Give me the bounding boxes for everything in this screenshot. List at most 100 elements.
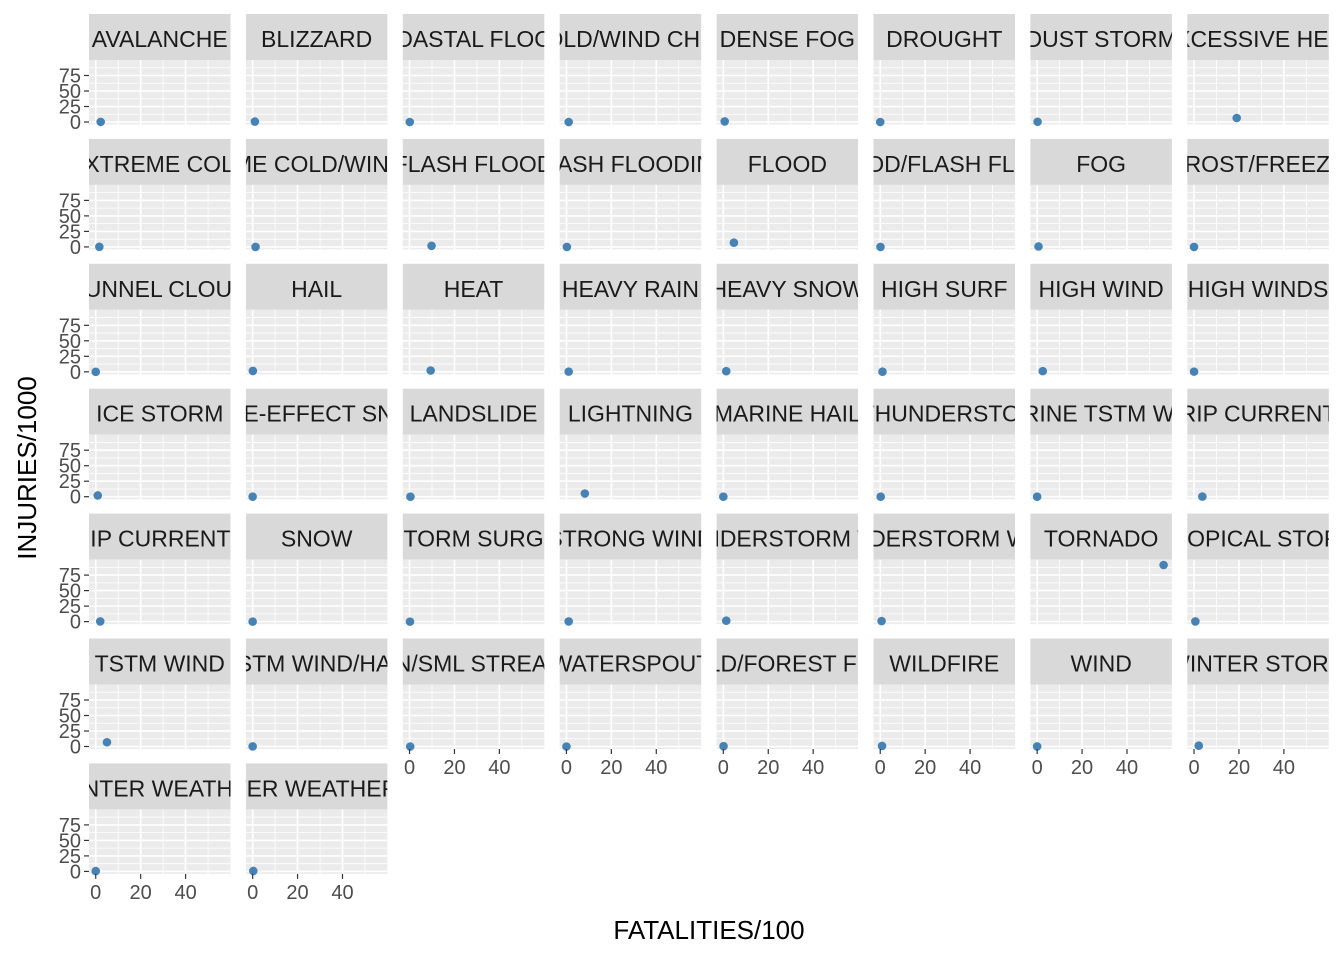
facet-strip (245, 513, 388, 560)
panel-background (873, 684, 1015, 749)
panel-background (245, 60, 388, 125)
facet-panel: SNOW (245, 513, 388, 626)
facet-strip (402, 138, 545, 185)
facet-panel: BLIZZARD (245, 14, 388, 126)
x-tick-label: 0 (718, 757, 729, 779)
facet-strip-label: WILD/FOREST FIRE (680, 651, 896, 677)
data-point (719, 492, 728, 502)
y-tick-label: 0 (70, 112, 81, 134)
facet-panel: DUST STORM (1026, 14, 1177, 127)
facet-strip (559, 263, 702, 310)
y-tick-label: 0 (70, 487, 81, 509)
y-tick-label: 25 (59, 846, 81, 868)
facet-strip (559, 14, 702, 60)
y-axis-title: INJURIES/1000 (12, 376, 42, 560)
facet-strip-label: TROPICAL STORM (1156, 526, 1344, 552)
y-tick-label: 0 (70, 237, 81, 259)
data-point (562, 742, 571, 751)
facet-strip-label: FROST/FREEZE (1171, 151, 1344, 177)
facet-strip-label: DUST STORM (1026, 26, 1177, 52)
facet-strip-label: FOG (1076, 151, 1126, 177)
data-point (720, 117, 729, 126)
panel-background (716, 184, 859, 250)
panel-background (1187, 434, 1329, 500)
facet-panel: FLOOD (716, 138, 859, 250)
y-tick-label: 75 (59, 315, 81, 337)
data-point (721, 366, 731, 376)
facet-strip (245, 763, 388, 810)
facet-strip (89, 513, 231, 560)
data-point (406, 492, 415, 501)
panel-background (89, 809, 231, 874)
y-tick-label: 50 (59, 581, 81, 603)
x-tick-label: 40 (1273, 757, 1295, 779)
facet-strip-label: HAIL (291, 276, 342, 302)
data-point (91, 866, 101, 876)
data-point (1038, 366, 1048, 376)
data-point (1033, 117, 1042, 127)
data-point (1189, 242, 1199, 252)
panel-background (716, 60, 859, 125)
facet-strip-label: THUNDERSTORM WIND (656, 526, 919, 552)
facet-panel: LAKE-EFFECT SNOW (245, 388, 388, 502)
data-point (1189, 367, 1199, 376)
panel-background (716, 434, 859, 500)
facet-panel: THUNDERSTORM WINDS (805, 513, 1083, 626)
x-tick-label: 20 (443, 757, 465, 779)
panel-background (559, 684, 702, 749)
data-point (249, 866, 258, 876)
facet-strip-label: FUNNEL CLOUD (71, 276, 249, 302)
panel-background (89, 309, 231, 375)
facet-panel: HAIL (245, 263, 388, 376)
facet-strip-label: STORM SURGE (388, 526, 559, 552)
panel-background (559, 309, 702, 375)
panel-background (873, 184, 1015, 250)
facet-strip (1030, 513, 1172, 560)
data-point (405, 742, 415, 751)
panel-background (559, 60, 702, 125)
facet-strip (1030, 14, 1172, 60)
data-point (405, 617, 415, 626)
facet-strip (402, 638, 545, 685)
y-tick-label: 50 (59, 206, 81, 228)
data-point (729, 238, 739, 248)
facet-strip (1187, 638, 1329, 685)
facet-strip-label: EXTREME COLD (69, 151, 250, 177)
facet-strip-label: HIGH WINDS (1188, 276, 1329, 302)
facet-strip-label: RIP CURRENTS (74, 526, 246, 552)
facet-panel: FOG (1030, 138, 1172, 251)
facet-panel: MARINE THUNDERSTORM WIND (873, 388, 1015, 502)
y-tick-label: 50 (59, 830, 81, 852)
facet-strip-label: HEAT (444, 276, 504, 302)
x-tick-label: 20 (757, 757, 779, 779)
data-point (248, 617, 257, 626)
facet-panel: COASTAL FLOOD (402, 14, 545, 127)
panel-background (716, 309, 859, 375)
panel-background (559, 559, 702, 625)
facet-strip (1187, 14, 1329, 60)
data-point (877, 741, 887, 751)
data-point (876, 242, 885, 252)
facet-strip (559, 138, 702, 185)
data-point (248, 492, 257, 502)
panel-background (402, 559, 545, 625)
facet-panel: WILD/FOREST FIRE 0 20 40 (680, 638, 896, 779)
facet-strip (402, 14, 545, 60)
facet-strip (716, 513, 859, 560)
data-point (250, 117, 260, 126)
facet-strip (1187, 138, 1329, 185)
facet-strip-label: THUNDERSTORM WINDS (805, 526, 1083, 552)
facet-strip-label: WIND (1070, 651, 1131, 677)
facet-panel: WIND 0 20 40 (1030, 638, 1172, 779)
y-tick-label: 75 (59, 565, 81, 587)
facet-panel: WINTER WEATHER/MIX 0 20 40 (245, 763, 388, 904)
data-point (96, 117, 105, 127)
y-tick-label: 0 (70, 612, 81, 634)
panel-background (716, 684, 859, 749)
data-point (95, 617, 105, 626)
x-tick-label: 40 (174, 882, 196, 904)
